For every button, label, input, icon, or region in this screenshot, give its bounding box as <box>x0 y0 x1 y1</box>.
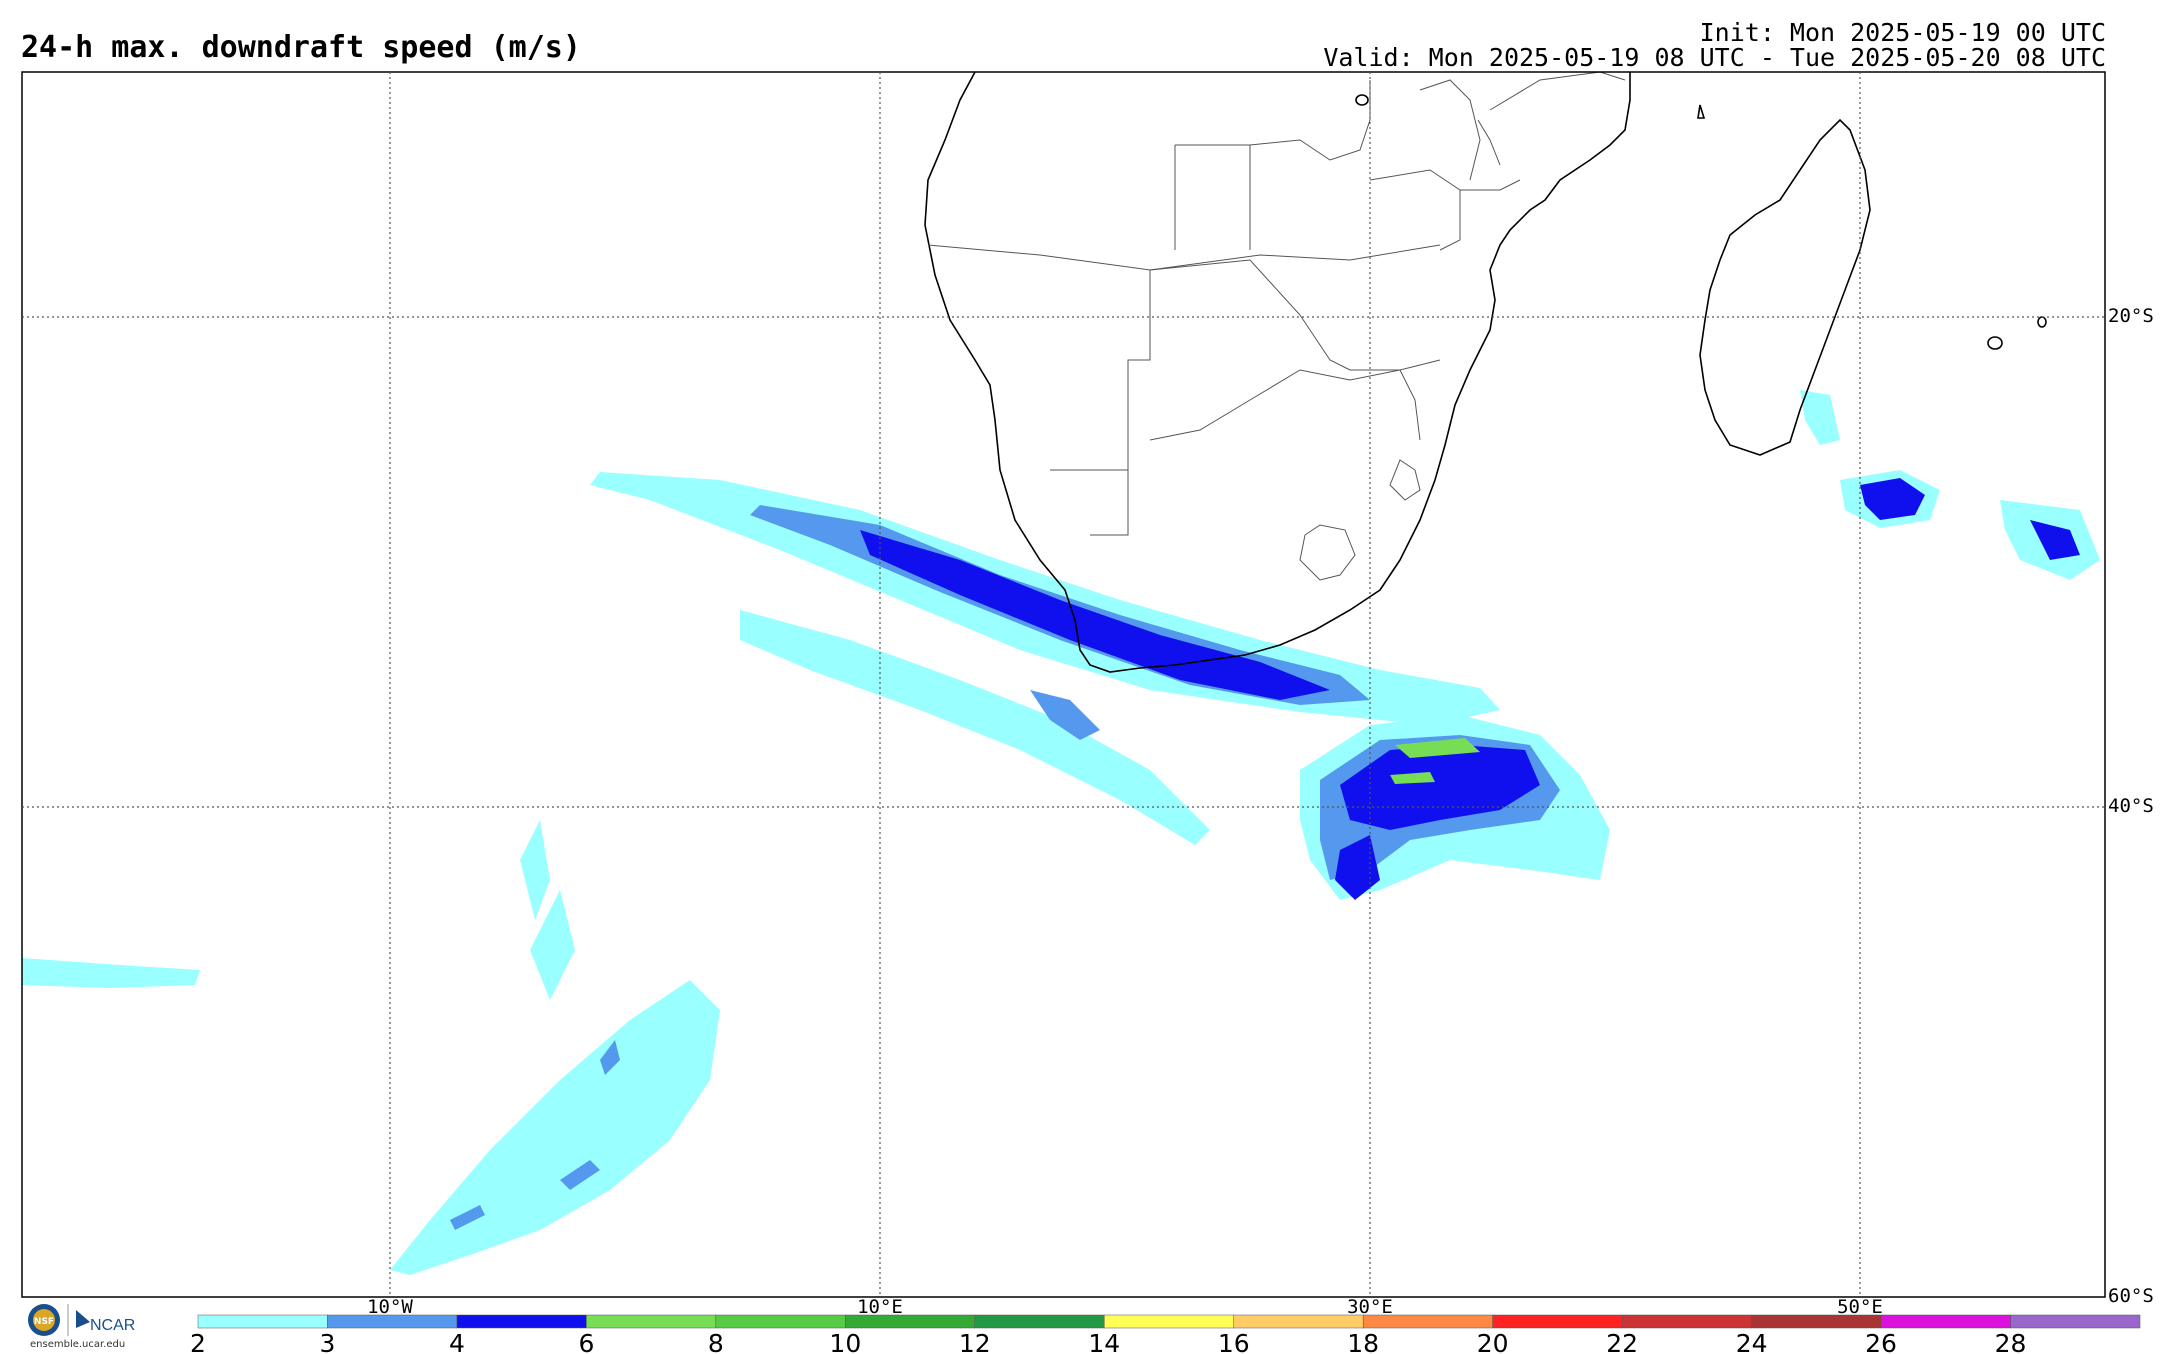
colorbar-swatch <box>1104 1314 1234 1329</box>
colorbar-swatch <box>197 1314 328 1329</box>
colorbar-swatch <box>2010 1314 2141 1329</box>
axis-labels: 10°W 10°E 30°E 50°E 20°S 40°S 60°S <box>367 305 2154 1318</box>
ncar-mark-icon <box>76 1310 90 1328</box>
country-borders <box>927 71 1626 581</box>
colorbar-tick-label: 18 <box>1347 1329 1379 1354</box>
colorbar-tick-label: 2 <box>190 1329 206 1354</box>
colorbar-swatch <box>845 1314 976 1329</box>
colorbar: 2 3 4 6 8 10 12 14 16 18 20 22 24 26 28 <box>190 1314 2141 1354</box>
ncar-text: NCAR <box>90 1317 135 1334</box>
colorbar-tick-label: 8 <box>708 1329 724 1354</box>
colorbar-tick-label: 10 <box>829 1329 861 1354</box>
nsf-ncar-logo: NSF NCAR <box>28 1304 135 1336</box>
colorbar-swatch <box>1621 1314 1752 1329</box>
lon-label-10w: 10°W <box>367 1296 413 1318</box>
init-time: Init: Mon 2025-05-19 00 UTC <box>1699 18 2106 47</box>
lon-label-10e: 10°E <box>857 1296 903 1318</box>
map-title: 24-h max. downdraft speed (m/s) <box>21 30 581 65</box>
colorbar-swatch <box>974 1314 1105 1329</box>
colorbar-swatch <box>1362 1314 1493 1329</box>
colorbar-swatch <box>1751 1314 1882 1329</box>
colorbar-tick-label: 26 <box>1865 1329 1897 1354</box>
colorbar-swatch <box>586 1314 717 1329</box>
logo-caption: ensemble.ucar.edu <box>30 1339 126 1350</box>
colorbar-tick-label: 12 <box>959 1329 991 1354</box>
lon-label-30e: 30°E <box>1347 1296 1393 1318</box>
colorbar-tick-label: 6 <box>578 1329 594 1354</box>
colorbar-tick-label: 14 <box>1088 1329 1120 1354</box>
colorbar-swatch <box>715 1314 846 1329</box>
lat-label-40s: 40°S <box>2108 795 2154 817</box>
colorbar-swatch <box>1233 1314 1364 1329</box>
graticule <box>22 72 2105 1297</box>
lat-label-60s: 60°S <box>2108 1285 2154 1307</box>
colorbar-swatch <box>1880 1314 2011 1329</box>
colorbar-tick-label: 20 <box>1477 1329 1509 1354</box>
colorbar-tick-label: 24 <box>1736 1329 1768 1354</box>
colorbar-tick-label: 22 <box>1606 1329 1638 1354</box>
nsf-text: NSF <box>34 1317 54 1327</box>
colorbar-swatch <box>456 1314 587 1329</box>
lon-label-50e: 50°E <box>1837 1296 1883 1318</box>
colorbar-swatch <box>1492 1314 1623 1329</box>
colorbar-tick-label: 3 <box>320 1329 336 1354</box>
time-info: Init: Mon 2025-05-19 00 UTC Valid: Mon 2… <box>1323 20 2106 70</box>
lat-label-20s: 20°S <box>2108 305 2154 327</box>
coastlines <box>924 71 2047 673</box>
colorbar-swatch <box>327 1314 458 1329</box>
colorbar-tick-label: 16 <box>1218 1329 1250 1354</box>
valid-time: Valid: Mon 2025-05-19 08 UTC - Tue 2025-… <box>1323 43 2106 72</box>
downdraft-field <box>22 390 2100 1275</box>
colorbar-tick-label: 4 <box>449 1329 465 1354</box>
map-frame <box>21 71 2106 1298</box>
colorbar-tick-label: 28 <box>1995 1329 2027 1354</box>
